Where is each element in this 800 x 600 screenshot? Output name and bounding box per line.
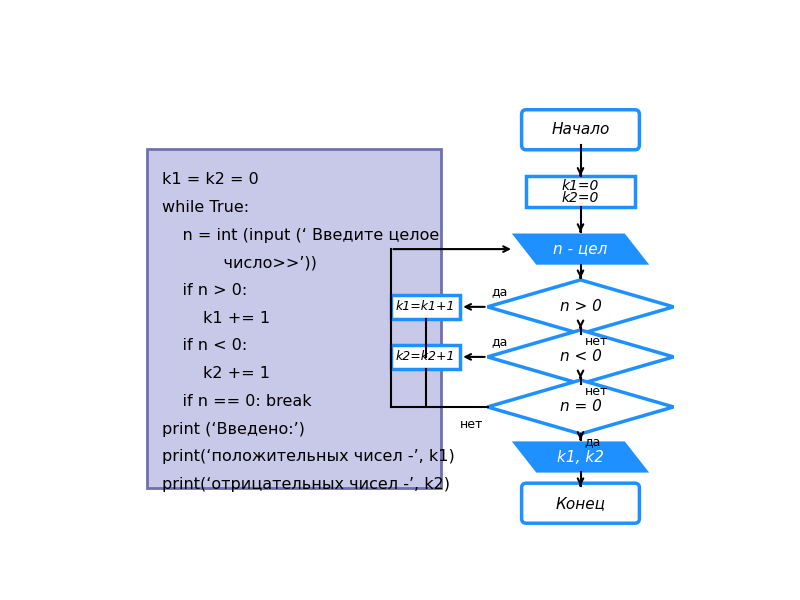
Text: if n == 0: break: if n == 0: break [162,394,312,409]
Bar [390,295,460,319]
FancyBboxPatch shape [522,483,639,523]
Polygon shape [487,330,674,384]
Text: Конец: Конец [555,496,606,511]
Bar [390,344,460,369]
Text: if n < 0:: if n < 0: [162,338,247,353]
Text: k2=0: k2=0 [562,191,599,205]
Text: да: да [491,284,508,298]
Polygon shape [487,380,674,434]
Text: да: да [584,436,601,448]
Text: if n > 0:: if n > 0: [162,283,247,298]
Text: n = int (input (‘ Введите целое: n = int (input (‘ Введите целое [162,227,439,242]
FancyBboxPatch shape [522,110,639,150]
Text: k1 = k2 = 0: k1 = k2 = 0 [162,172,258,187]
Text: число>>’)): число>>’)) [162,255,317,270]
Text: k1=0: k1=0 [562,179,599,193]
Text: k1 += 1: k1 += 1 [162,311,270,326]
Text: k2=k2+1: k2=k2+1 [396,350,455,364]
Text: k1, k2: k1, k2 [557,449,604,464]
Polygon shape [515,443,646,471]
Text: n = 0: n = 0 [559,400,602,415]
Polygon shape [487,280,674,334]
Text: n > 0: n > 0 [559,299,602,314]
Text: нет: нет [584,385,608,398]
Text: нет: нет [584,335,608,349]
Text: print(‘положительных чисел -’, k1): print(‘положительных чисел -’, k1) [162,449,454,464]
Bar [146,149,441,488]
Text: k2 += 1: k2 += 1 [162,366,270,381]
Text: k1=k1+1: k1=k1+1 [396,301,455,313]
Text: print (‘Введено:’): print (‘Введено:’) [162,422,305,437]
Text: while True:: while True: [162,200,249,215]
Text: print(‘отрицательных чисел -’, k2): print(‘отрицательных чисел -’, k2) [162,477,450,492]
Text: n - цел: n - цел [554,242,608,257]
Text: n < 0: n < 0 [559,349,602,364]
Polygon shape [515,235,646,263]
Text: нет: нет [460,419,484,431]
Bar [526,176,634,207]
Text: да: да [491,335,508,347]
Text: Начало: Начало [551,122,610,137]
